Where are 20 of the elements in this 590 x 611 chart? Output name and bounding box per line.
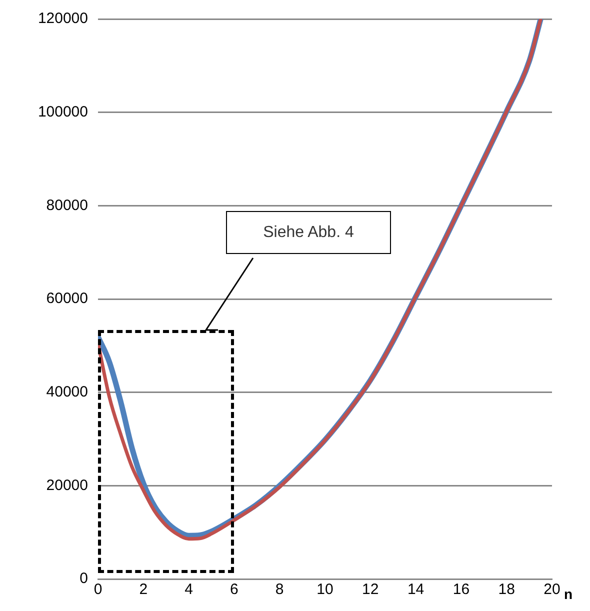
x-tick-label: 0 [94,581,102,598]
y-tick-label: 40000 [46,383,88,400]
x-tick-label: 8 [275,581,284,598]
x-tick-label: 2 [139,581,148,598]
x-tick-label: 4 [184,581,193,598]
x-tick-label: 12 [362,581,379,598]
x-tick-label: 20 [544,581,560,598]
y-tick-label: 0 [80,570,88,588]
x-tick-label: 14 [407,581,424,598]
annotation: Siehe Abb. 4 [226,211,391,254]
x-tick-label: 10 [316,581,334,598]
x-tick-label: 6 [230,581,238,598]
y-tick-label: 60000 [46,290,88,308]
y-tick-label: 100000 [38,103,88,120]
y-tick-label: 20000 [46,476,88,494]
x-axis-title: n [564,586,573,602]
y-tick-label: 80000 [46,196,88,214]
x-tick-label: 18 [498,581,515,598]
y-tick-label: 120000 [38,10,88,28]
x-tick-label: 16 [452,581,470,598]
